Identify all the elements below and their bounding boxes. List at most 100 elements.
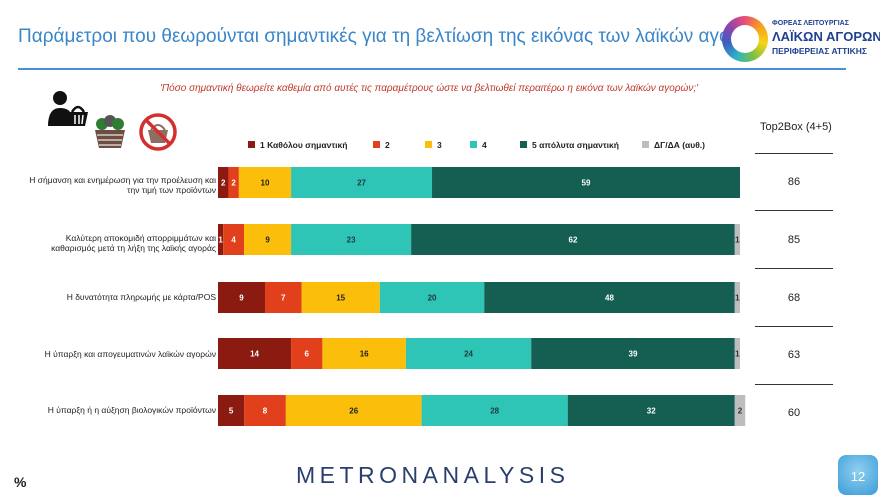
bar-data-label: 32 xyxy=(647,407,656,416)
bar-data-label: 1 xyxy=(735,294,740,303)
shopper-with-basket-icon xyxy=(48,91,88,126)
legend-label: 4 xyxy=(482,140,487,150)
bar-data-label: 2 xyxy=(221,179,226,188)
bar-segment xyxy=(285,395,422,426)
bar-data-label: 1 xyxy=(218,236,223,245)
top2box-value: 86 xyxy=(787,176,801,188)
bar-segment xyxy=(405,338,532,369)
bar-data-label: 39 xyxy=(629,350,638,359)
top2box-divider xyxy=(755,384,833,385)
legend-label: 2 xyxy=(385,140,390,150)
bar-segment xyxy=(379,282,485,313)
agency-logo: ΦΟΡΕΑΣ ΛΕΙΤΟΥΡΓΙΑΣ ΛΑΪΚΩΝ ΑΓΟΡΩΝ ΠΕΡΙΦΕΡ… xyxy=(722,16,880,64)
bar-data-label: 1 xyxy=(735,236,740,245)
legend-label: 3 xyxy=(437,140,442,150)
produce-basket-icon xyxy=(95,115,125,148)
category-label: Η ύπαρξη ή η αύξηση βιολογικών προϊόντων xyxy=(47,405,216,415)
legend-swatch xyxy=(642,141,649,148)
top2box-divider xyxy=(755,326,833,327)
bar-segment xyxy=(734,224,740,255)
bar-data-label: 5 xyxy=(229,407,234,416)
bar-segment xyxy=(291,338,323,369)
legend-item: 4 xyxy=(470,140,487,150)
bar-segment xyxy=(734,395,746,426)
survey-question: 'Πόσο σημαντική θεωρείτε καθεμία από αυτ… xyxy=(160,83,699,94)
bar-data-label: 8 xyxy=(263,407,268,416)
bar-segment xyxy=(734,338,740,369)
legend-label: 1 Καθόλου σημαντική xyxy=(260,140,348,150)
bar-data-label: 2 xyxy=(231,179,236,188)
legend-label: 5 απόλυτα σημαντική xyxy=(532,140,619,150)
bar-data-label: 10 xyxy=(261,179,270,188)
bar-segment xyxy=(218,167,229,198)
top2box-value: 85 xyxy=(787,234,801,246)
bar-segment xyxy=(228,167,239,198)
top2box-value: 68 xyxy=(787,292,801,304)
bar-data-label: 7 xyxy=(281,294,286,303)
top2box-title: Top2Box (4+5) xyxy=(760,121,832,133)
category-label: Καλύτερη αποκομιδή απορριμμάτων και καθα… xyxy=(51,233,216,253)
bar-data-label: 9 xyxy=(265,236,270,245)
bar-data-label: 48 xyxy=(605,294,614,303)
bar-data-label: 59 xyxy=(582,179,591,188)
logo-emblem-icon xyxy=(722,16,768,62)
legend-swatch xyxy=(248,141,255,148)
bar-segment xyxy=(531,338,735,369)
legend-swatch xyxy=(470,141,477,148)
legend-item: 1 Καθόλου σημαντική xyxy=(248,140,347,150)
bar-segment xyxy=(411,224,735,255)
bar-segment xyxy=(218,224,224,255)
top2box-divider xyxy=(755,268,833,269)
bar-segment xyxy=(218,395,245,426)
legend-swatch xyxy=(425,141,432,148)
legend-swatch xyxy=(520,141,527,148)
top2box-value: 63 xyxy=(787,349,801,361)
brand-logo: METRONANALYSIS xyxy=(296,462,570,488)
no-basket-icon xyxy=(139,113,177,151)
legend-swatch xyxy=(373,141,380,148)
bar-data-label: 20 xyxy=(428,294,437,303)
bar-data-label: 1 xyxy=(735,350,740,359)
legend-item: ΔΓ/ΔΑ (αυθ.) xyxy=(642,140,705,150)
bar-data-label: 15 xyxy=(336,294,345,303)
bar-segment xyxy=(301,282,380,313)
top2box-value: 60 xyxy=(787,407,801,419)
bar-data-label: 24 xyxy=(464,350,473,359)
bar-segment xyxy=(291,167,433,198)
category-label: Η σήμανση και ενημέρωση για την προέλευσ… xyxy=(29,175,216,195)
category-label: Η δυνατότητα πληρωμής με κάρτα/POS xyxy=(66,292,216,302)
legend-label: ΔΓ/ΔΑ (αυθ.) xyxy=(654,140,705,150)
category-label: Η ύπαρξη και απογευματινών λαϊκών αγορών xyxy=(44,349,216,359)
bar-data-label: 6 xyxy=(305,350,310,359)
logo-line-1: ΦΟΡΕΑΣ ΛΕΙΤΟΥΡΓΙΑΣ xyxy=(772,20,849,27)
bar-data-label: 62 xyxy=(569,236,578,245)
bar-data-label: 9 xyxy=(239,294,244,303)
logo-line-3: ΠΕΡΙΦΕΡΕΙΑΣ ΑΤΤΙΚΗΣ xyxy=(772,46,868,56)
legend-item: 5 απόλυτα σημαντική xyxy=(520,140,619,150)
bar-data-label: 27 xyxy=(357,179,366,188)
bar-segment xyxy=(244,224,292,255)
bar-segment xyxy=(264,282,302,313)
bar-segment xyxy=(322,338,406,369)
bar-segment xyxy=(291,224,412,255)
bar-data-label: 2 xyxy=(738,407,743,416)
bar-data-label: 28 xyxy=(490,407,499,416)
bar-data-label: 14 xyxy=(250,350,259,359)
bar-segment xyxy=(218,338,292,369)
bar-data-label: 26 xyxy=(349,407,358,416)
bar-segment xyxy=(421,395,568,426)
bar-segment xyxy=(432,167,740,198)
top2box-divider xyxy=(755,210,833,211)
bar-segment xyxy=(734,282,740,313)
top2box-divider xyxy=(755,153,833,154)
bar-segment xyxy=(567,395,735,426)
page-number-badge: 12 xyxy=(838,455,878,495)
logo-line-2: ΛΑΪΚΩΝ ΑΓΟΡΩΝ xyxy=(772,29,880,44)
bar-segment xyxy=(218,282,265,313)
title-divider xyxy=(18,68,846,70)
bar-data-label: 23 xyxy=(347,236,356,245)
bar-segment xyxy=(238,167,292,198)
bar-data-label: 16 xyxy=(360,350,369,359)
legend-item: 3 xyxy=(425,140,442,150)
